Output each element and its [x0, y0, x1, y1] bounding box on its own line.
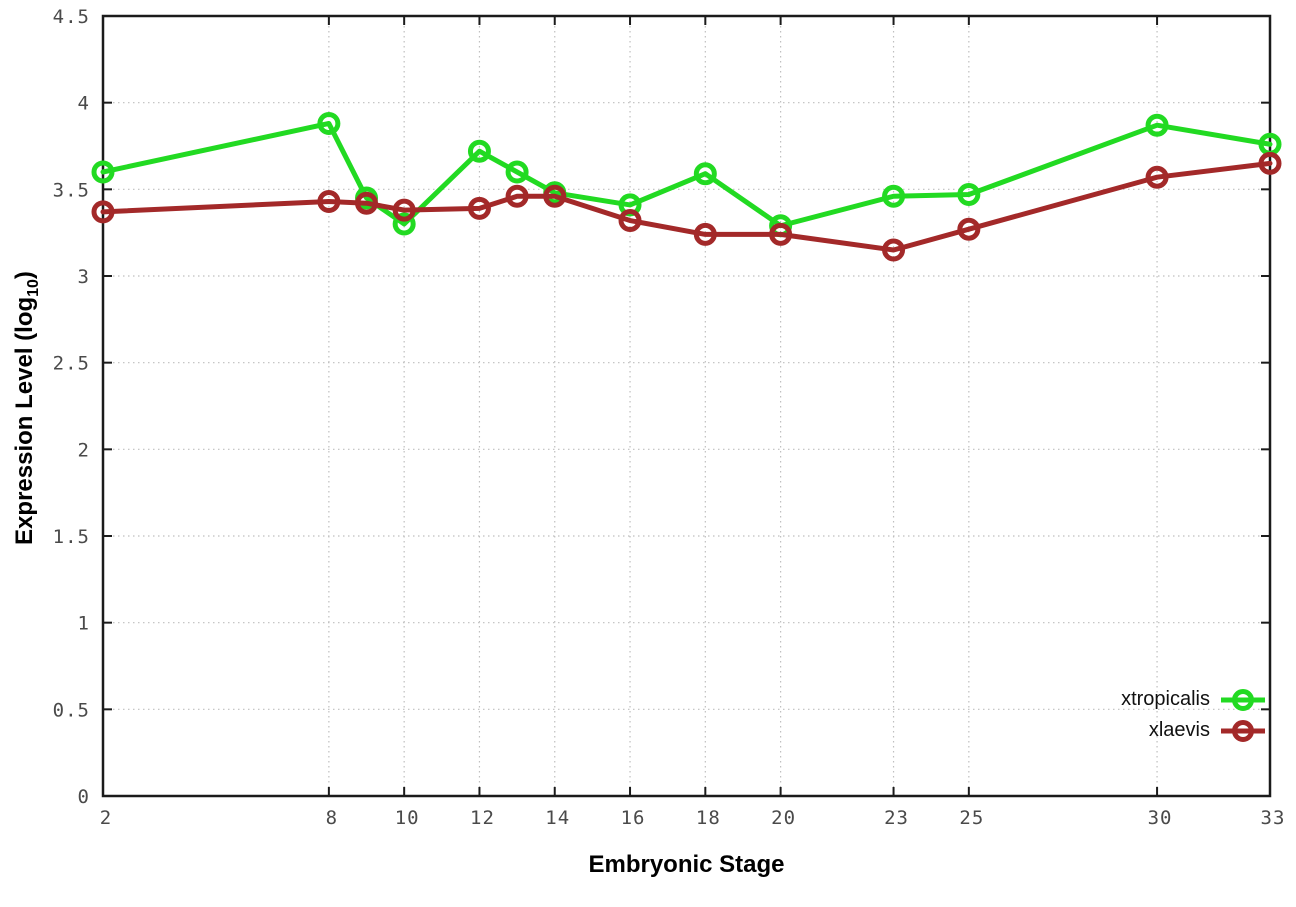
data-point-xlaevis-stage-16 [618, 209, 642, 233]
y-axis-title-suffix: ) [11, 271, 39, 280]
y-axis-title-subscript: 10 [24, 279, 42, 297]
legend-label-xlaevis: xlaevis [1148, 719, 1210, 741]
x-tick-label: 18 [696, 807, 721, 829]
series-line-xtropicalis [100, 120, 1273, 229]
x-tick-label: 20 [771, 807, 796, 829]
y-tick-label: 1 [78, 613, 90, 635]
y-tick-label: 4.5 [53, 6, 90, 28]
y-axis-title-text: Expression Level (log [11, 296, 39, 545]
x-tick-label: 2 [100, 807, 112, 829]
legend-label-xtropicalis: xtropicalis [1121, 688, 1210, 710]
data-point-xtropicalis-stage-8 [317, 111, 341, 135]
data-point-xtropicalis-stage-2 [91, 160, 115, 184]
data-point-xlaevis-stage-13 [505, 184, 529, 208]
x-tick-label: 14 [545, 807, 570, 829]
y-tick-label: 2.5 [53, 353, 90, 375]
legend-marker-xlaevis-icon [1221, 719, 1265, 742]
data-point-xtropicalis-stage-25 [957, 183, 981, 207]
data-point-xlaevis-stage-33 [1258, 151, 1282, 175]
data-point-xlaevis-stage-20 [769, 222, 793, 246]
y-tick-label: 0.5 [53, 699, 90, 721]
x-tick-label: 25 [959, 807, 984, 829]
data-point-xtropicalis-stage-18 [693, 162, 717, 186]
x-tick-label: 8 [326, 807, 338, 829]
plot-border [101, 14, 1272, 798]
data-point-xlaevis-stage-10 [392, 198, 416, 222]
data-point-xlaevis-stage-25 [957, 217, 981, 241]
data-point-xlaevis-stage-9 [355, 191, 379, 215]
x-tick-label: 30 [1148, 807, 1173, 829]
x-tick-label: 16 [621, 807, 646, 829]
legend: xtropicalis xlaevis [1121, 684, 1266, 746]
series-line-xlaevis [100, 160, 1273, 253]
y-tick-label: 4 [78, 93, 90, 115]
data-point-xlaevis-stage-12 [467, 196, 491, 220]
y-axis-title: Expression Level (log10) [11, 271, 43, 545]
legend-marker-xtropicalis-icon [1221, 688, 1265, 711]
y-tick-label: 0 [78, 786, 90, 808]
data-point-xlaevis-stage-2 [91, 200, 115, 224]
legend-entry-xlaevis: xlaevis [1121, 715, 1266, 746]
y-tick-label: 3 [78, 266, 90, 288]
x-tick-label: 12 [470, 807, 495, 829]
data-point-xtropicalis-stage-13 [505, 160, 529, 184]
data-point-xlaevis-stage-8 [317, 189, 341, 213]
y-tick-label: 1.5 [53, 526, 90, 548]
data-point-xtropicalis-stage-30 [1145, 113, 1169, 137]
data-point-xtropicalis-stage-12 [467, 139, 491, 163]
x-tick-label: 10 [395, 807, 420, 829]
data-point-xlaevis-stage-23 [882, 238, 906, 262]
data-point-xlaevis-stage-18 [693, 222, 717, 246]
legend-entry-xtropicalis: xtropicalis [1121, 684, 1266, 715]
data-point-xlaevis-stage-14 [543, 184, 567, 208]
y-tick-label: 3.5 [53, 179, 90, 201]
x-tick-label: 23 [884, 807, 909, 829]
x-axis-title: Embryonic Stage [588, 851, 785, 878]
y-tick-label: 2 [78, 439, 90, 461]
data-point-xlaevis-stage-30 [1145, 165, 1169, 189]
data-point-xtropicalis-stage-23 [882, 184, 906, 208]
data-point-xtropicalis-stage-10 [392, 212, 416, 236]
x-tick-label: 33 [1261, 807, 1286, 829]
